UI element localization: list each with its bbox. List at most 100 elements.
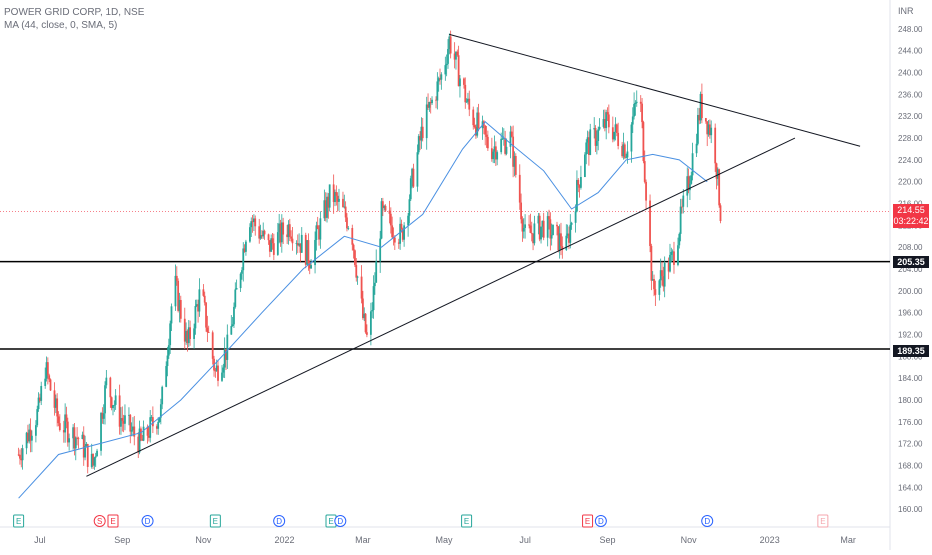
candle-body [318,229,320,240]
candle-body [187,327,190,344]
candle-body [509,131,512,147]
candle-body [298,243,301,246]
candle-body [651,279,654,281]
candle-body [141,438,144,441]
candle-body [650,245,653,281]
event-marker-letter: D [704,517,710,526]
candle-body [383,205,386,209]
candle-body [524,224,526,228]
candle-body [197,304,199,312]
event-marker [107,514,119,528]
candle-body [537,215,540,224]
candle-body [347,228,350,229]
candle-body [96,450,98,457]
y-tick-label: 184.00 [898,374,923,383]
candle-body [360,276,363,299]
candle-body [310,265,312,269]
y-tick-label: 172.00 [898,440,923,449]
candle-body [177,280,180,311]
candle-body [270,238,273,252]
candle-body [343,206,346,208]
candle-body [533,223,536,244]
candle-body [561,246,564,250]
event-marker [701,515,714,527]
candle-body [465,101,468,103]
candle-body [574,211,577,223]
candle-body [617,132,620,146]
candle-body [38,397,41,401]
candle-body [371,310,374,312]
candle-body [715,163,718,179]
candle-body [286,234,289,238]
candle-body [260,235,263,237]
candle-body [492,151,495,160]
chart-legend: POWER GRID CORP, 1D, NSE MA (44, close, … [4,6,144,32]
candle-body [296,243,299,246]
y-tick-label: 228.00 [898,134,923,143]
candle-body [81,434,84,439]
candle-body [440,74,443,80]
candle-body [667,263,670,272]
candle-body [556,224,558,227]
candle-body [614,124,617,132]
candle-body [338,198,340,202]
candle-body [494,146,497,160]
candle-body [639,101,642,104]
candle-body [439,78,441,80]
candle-body [437,78,440,82]
y-tick-label: 204.00 [898,265,923,274]
candle-body [708,124,711,136]
candle-body [686,176,689,196]
candle-body [457,55,460,87]
event-marker [141,515,154,527]
y-tick-label: 244.00 [898,47,923,56]
candle-body [57,416,60,424]
candle-body [548,216,550,220]
candle-body [448,36,451,50]
candle-body [234,289,237,307]
candle-body [76,437,79,439]
candle-body [587,137,590,155]
candle-body [36,409,39,426]
candle-body [449,36,452,54]
candle-body [447,49,449,64]
candle-body [251,221,254,223]
candle-body [502,138,505,139]
x-tick-label: Mar [355,535,371,545]
candle-body [211,332,214,359]
y-tick-label: 168.00 [898,461,923,470]
candle-body [94,456,97,458]
candle-body [365,332,368,335]
candle-body [239,273,242,289]
candle-body [381,201,384,209]
candle-body [472,109,475,126]
candle-body [663,263,666,287]
candle-body [593,128,596,130]
candle-body [642,122,645,162]
candle-body [408,199,411,216]
candle-body [151,417,154,427]
candle-body [687,176,690,191]
candle-body [186,330,189,344]
candle-body [626,151,629,158]
candle-body [207,332,210,334]
event-marker-letter: E [585,517,590,526]
candle-body [223,348,226,368]
candle-body [112,405,114,409]
candle-body [101,412,104,419]
candle-body [193,328,195,339]
event-marker [209,514,221,528]
symbol-label[interactable]: POWER GRID CORP, 1D, NSE [4,7,145,18]
candle-body [475,126,477,136]
candle-body [356,276,359,278]
candle-body [500,138,503,153]
last-price-badge: 214.55 03:22:42 [893,204,929,228]
candle-body [344,206,347,218]
x-tick-label: 2023 [760,535,780,545]
y-tick-label: 224.00 [898,156,923,165]
event-marker-letter: D [276,517,282,526]
indicator-label[interactable]: MA (44, close, 0, SMA, 5) [4,20,118,31]
candle-body [282,222,285,235]
